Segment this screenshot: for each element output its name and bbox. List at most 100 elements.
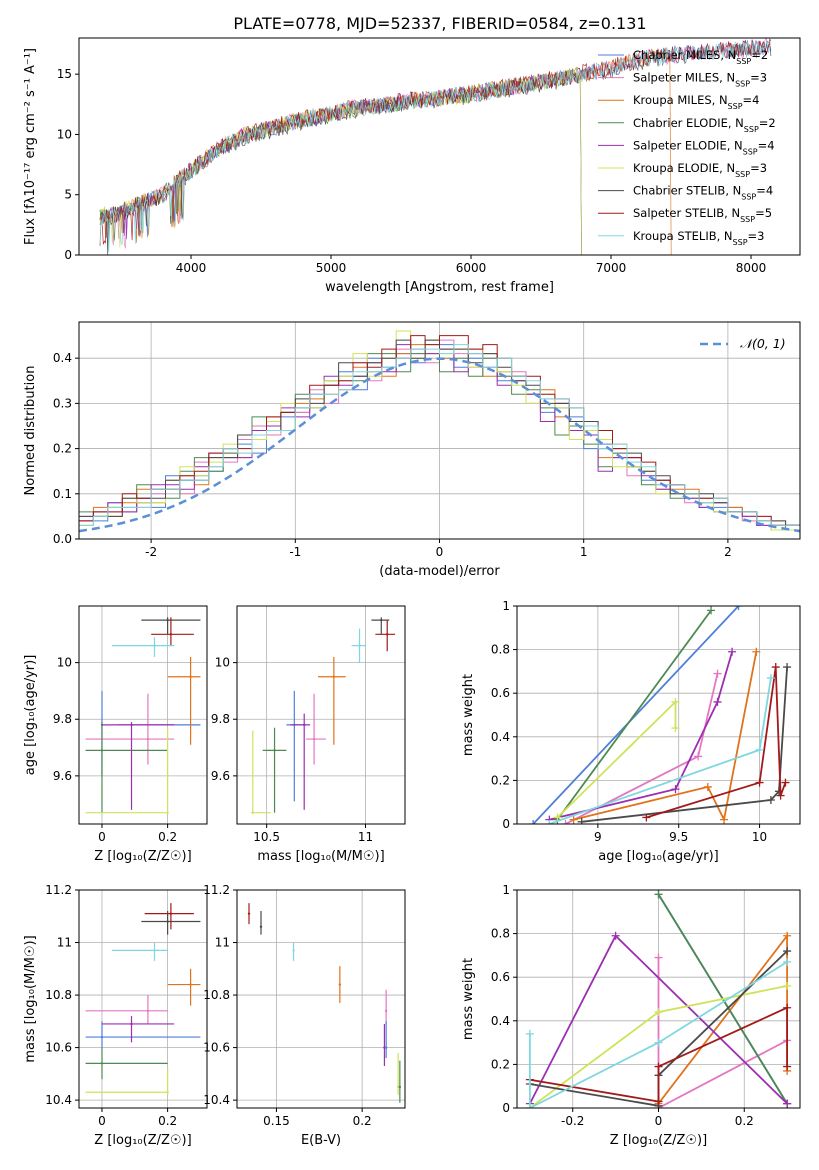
weight-marker <box>611 931 620 940</box>
panel-residuals: -2 -1 0 1 2 0.0 0.1 0.2 0.3 0.4 (data-model)/error… <box>23 321 801 579</box>
y-tick-label: 0.4 <box>53 351 72 365</box>
panel-mass_vs_ebv: 0.15 0.2 10.4 10.6 10.8 11 11.2 E(B-V) <box>203 883 406 1148</box>
weight-marker <box>654 1062 663 1071</box>
data-point <box>189 983 192 986</box>
legend-entry: Kroupa MILES, NSSP=4 <box>633 93 759 111</box>
weight-line-8 <box>529 961 788 1108</box>
data-point <box>312 737 316 741</box>
y-tick-label: 0 <box>64 248 72 262</box>
y-axis-label: mass weight <box>461 958 476 1040</box>
weight-marker <box>654 890 663 899</box>
data-point <box>166 1091 169 1094</box>
weight-line-7 <box>646 666 787 819</box>
weight-marker <box>713 669 722 678</box>
x-axis-label: Z [log₁₀(Z/Z☉)] <box>94 849 191 864</box>
data-point <box>338 983 342 986</box>
x-tick-label: 11 <box>358 830 373 844</box>
x-tick-label: 0 <box>655 1114 663 1128</box>
weight-marker <box>771 663 780 672</box>
x-axis-label: age [log₁₀(age/yr)] <box>598 849 719 864</box>
weight-marker <box>694 752 703 761</box>
y-axis-label: mass weight <box>461 674 476 756</box>
weight-marker <box>525 1104 534 1108</box>
x-axis-label: Z [log₁₀(Z/Z☉)] <box>94 1133 191 1148</box>
y-axis-label: mass [log₁₀(M/M☉)] <box>23 935 38 1062</box>
x-tick-label: 6000 <box>456 261 487 275</box>
legend-entry: Chabrier STELIB, NSSP=4 <box>633 184 773 202</box>
y-tick-label: 0.4 <box>491 730 510 744</box>
weight-marker <box>781 778 790 787</box>
x-axis-label: Z [log₁₀(Z/Z☉)] <box>610 1133 707 1148</box>
y-tick-label: 10 <box>57 127 72 141</box>
weight-marker <box>755 778 764 787</box>
x-axis-label: wavelength [Angstrom, rest frame] <box>325 280 554 295</box>
weight-line-1 <box>657 957 788 1108</box>
data-point <box>383 1046 386 1049</box>
legend-entry: Salpeter ELODIE, NSSP=4 <box>633 138 775 156</box>
y-tick-label: 11.2 <box>45 883 72 897</box>
panel-age_vs_mass: 10.5 11 9.6 9.8 10 mass [log₁₀(M/M☉)] <box>211 605 406 864</box>
weight-marker <box>783 663 792 672</box>
y-tick-label: 10.8 <box>203 988 230 1002</box>
y-tick-label: 0 <box>502 817 510 831</box>
data-point <box>396 1085 400 1089</box>
x-axis-label: (data-model)/error <box>379 564 500 579</box>
spectrum-line-8 <box>99 41 772 253</box>
y-tick-label: 11 <box>215 936 230 950</box>
panel-mass_vs_Z: 0 0.2 10.4 10.6 10.8 11 11.2 Z [log₁₀(Z/Z☉)] mas… <box>23 883 208 1148</box>
weight-line-6 <box>581 666 788 823</box>
x-tick-label: 5000 <box>316 261 347 275</box>
weight-marker <box>525 1029 534 1038</box>
data-point <box>251 811 255 814</box>
x-tick-label: 9.5 <box>669 830 688 844</box>
weight-marker <box>783 947 792 956</box>
weight-marker <box>707 606 716 615</box>
y-tick-label: 10 <box>215 656 230 670</box>
histogram-7 <box>79 335 800 539</box>
x-tick-label: 0.15 <box>263 1114 290 1128</box>
weight-line-0 <box>532 606 740 824</box>
axes-frame <box>236 889 406 1109</box>
x-tick-label: 2 <box>724 545 732 559</box>
weight-marker <box>671 724 680 733</box>
legend-entry: Salpeter MILES, NSSP=3 <box>633 71 767 89</box>
histogram-8 <box>79 344 800 539</box>
y-axis-label: age [log₁₀(age/yr)] <box>23 655 38 776</box>
weight-marker <box>654 1097 663 1106</box>
y-tick-label: 0.2 <box>53 442 72 456</box>
y-tick-label: 0.6 <box>491 970 510 984</box>
x-tick-label: 10.5 <box>253 830 280 844</box>
weight-marker <box>654 1008 663 1017</box>
x-tick-label: 0.2 <box>353 1114 372 1128</box>
y-tick-label: 10.6 <box>45 1041 72 1055</box>
x-tick-label: -0.2 <box>561 1114 584 1128</box>
y-tick-label: 5 <box>64 188 72 202</box>
weight-marker <box>755 745 764 754</box>
legend-entry: Kroupa STELIB, NSSP=3 <box>633 229 764 247</box>
weight-line-3 <box>556 609 712 821</box>
panel-spectrum: 4000 5000 6000 7000 8000 0 5 10 15 wavelength [An… <box>23 37 801 295</box>
y-tick-label: 0.0 <box>53 532 72 546</box>
weight-marker <box>577 817 586 824</box>
y-tick-label: 11.2 <box>203 883 230 897</box>
spectrum-line-4 <box>99 70 582 255</box>
data-point <box>146 737 150 741</box>
axes-frame <box>236 605 406 825</box>
panel-mass_weight_vs_age: 9 9.5 10 0 0.2 0.4 0.6 0.8 1 age [log₁₀(age/yr)] m… <box>461 599 801 864</box>
weight-marker <box>561 820 570 824</box>
axes-frame <box>516 889 801 1109</box>
weight-marker <box>553 813 562 822</box>
weight-marker <box>671 697 680 706</box>
weight-marker <box>783 1099 792 1108</box>
data-point <box>166 920 169 923</box>
weight-marker <box>776 791 785 800</box>
y-axis-label: Normed distribution <box>23 366 38 496</box>
weight-marker <box>654 1038 663 1047</box>
data-point <box>100 1035 104 1039</box>
weight-line-2 <box>657 933 788 1105</box>
legend-entry: Chabrier MILES, NSSP=2 <box>633 48 768 66</box>
data-point <box>153 644 156 647</box>
plot-area <box>79 330 800 539</box>
data-point <box>100 749 104 752</box>
